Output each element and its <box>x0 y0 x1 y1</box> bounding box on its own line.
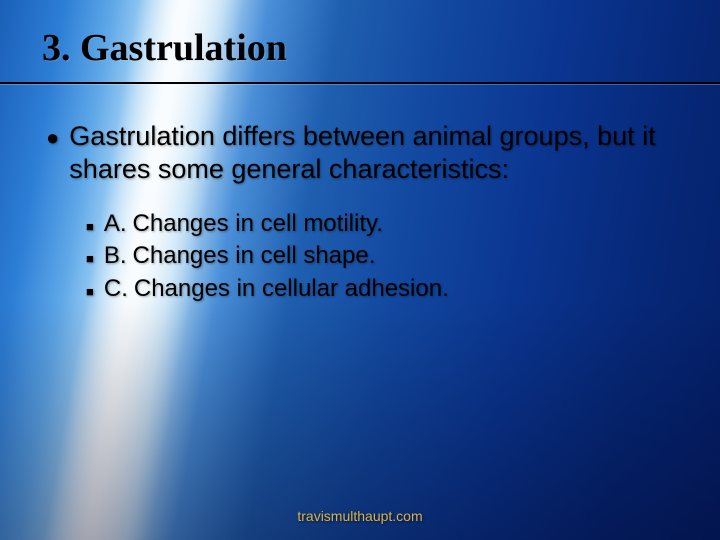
bullet-lvl1: ● Gastrulation differs between animal gr… <box>46 120 678 186</box>
bullet-lvl2-text: Changes in cellular adhesion. <box>134 273 449 305</box>
bullet-lvl2-text: Changes in cell shape. <box>133 240 376 272</box>
footer-text: travismulthaupt.com <box>0 508 720 524</box>
bullet-lvl2-label: B. <box>104 240 127 272</box>
bullet-lvl2: ■ B. Changes in cell shape. <box>86 240 678 272</box>
disc-bullet-icon: ● <box>46 125 59 152</box>
square-bullet-icon: ■ <box>86 283 94 301</box>
square-bullet-icon: ■ <box>86 218 94 236</box>
bullet-lvl2-label: C. <box>104 273 128 305</box>
title-rule <box>0 82 720 84</box>
bullet-lvl2-group: ■ A. Changes in cell motility. ■ B. Chan… <box>86 208 678 305</box>
slide-body: ● Gastrulation differs between animal gr… <box>42 84 678 305</box>
bullet-lvl2-text: Changes in cell motility. <box>133 208 383 240</box>
slide-title: 3. Gastrulation <box>42 26 678 80</box>
bullet-lvl2: ■ A. Changes in cell motility. <box>86 208 678 240</box>
slide-content: 3. Gastrulation ● Gastrulation differs b… <box>0 0 720 305</box>
slide: 3. Gastrulation ● Gastrulation differs b… <box>0 0 720 540</box>
bullet-lvl1-text: Gastrulation differs between animal grou… <box>69 120 678 186</box>
bullet-lvl2: ■ C. Changes in cellular adhesion. <box>86 273 678 305</box>
square-bullet-icon: ■ <box>86 250 94 268</box>
bullet-lvl2-label: A. <box>104 208 127 240</box>
